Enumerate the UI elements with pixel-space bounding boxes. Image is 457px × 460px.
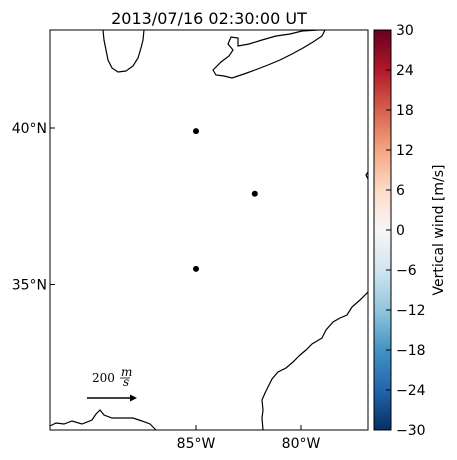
lat-tick-label: 40°N bbox=[12, 121, 47, 137]
colorbar-tick-label: 0 bbox=[396, 223, 405, 239]
map-frame bbox=[49, 29, 369, 431]
lat-axis: 40°N 35°N bbox=[12, 121, 55, 294]
colorbar-tick-label: 24 bbox=[396, 63, 414, 79]
stations bbox=[193, 128, 258, 272]
reference-arrow-value: 200 bbox=[92, 371, 115, 385]
coastline-gulf bbox=[50, 409, 157, 430]
map-area: 200 m s bbox=[49, 29, 369, 431]
station-marker bbox=[193, 265, 199, 272]
lon-tick-label: 80°W bbox=[282, 436, 321, 452]
coastline-lake-michigan bbox=[102, 30, 145, 73]
lon-tick-label: 85°W bbox=[177, 436, 216, 452]
colorbar-tick-label: −18 bbox=[396, 343, 426, 359]
reference-arrow-head bbox=[130, 394, 137, 402]
colorbar-tick-label: 30 bbox=[396, 23, 414, 39]
lat-tick-label: 35°N bbox=[12, 278, 47, 294]
colorbar-tick-label: −24 bbox=[396, 383, 426, 399]
colorbar-tick-label: −30 bbox=[396, 423, 426, 439]
colorbar-tick-label: 18 bbox=[396, 103, 414, 119]
coastline-east-edge bbox=[365, 171, 368, 180]
colorbar-tick-label: −12 bbox=[396, 303, 426, 319]
colorbar-ticks: 30 24 18 12 6 0 −6 −12 −18 −24 −30 bbox=[386, 23, 426, 439]
lon-axis: 85°W 80°W bbox=[177, 425, 321, 452]
station-marker bbox=[251, 190, 258, 197]
reference-arrow-unit-num: m bbox=[121, 365, 132, 379]
colorbar-tick-label: 12 bbox=[396, 143, 414, 159]
colorbar-tick-label: 6 bbox=[396, 183, 405, 199]
coastline-lake-erie bbox=[212, 30, 326, 79]
colorbar-ramp bbox=[374, 30, 391, 430]
reference-arrow: 200 m s bbox=[87, 365, 137, 402]
map-title: 2013/07/16 02:30:00 UT bbox=[111, 9, 307, 28]
station-marker bbox=[193, 128, 199, 135]
map-background bbox=[50, 30, 368, 430]
colorbar: 30 24 18 12 6 0 −6 −12 −18 −24 −30 Vertical wind [… bbox=[373, 23, 447, 439]
colorbar-label: Vertical wind [m/s] bbox=[431, 165, 447, 296]
coastline-atlantic bbox=[261, 291, 368, 430]
colorbar-tick-label: −6 bbox=[396, 263, 417, 279]
reference-arrow-unit-den: s bbox=[123, 375, 129, 389]
